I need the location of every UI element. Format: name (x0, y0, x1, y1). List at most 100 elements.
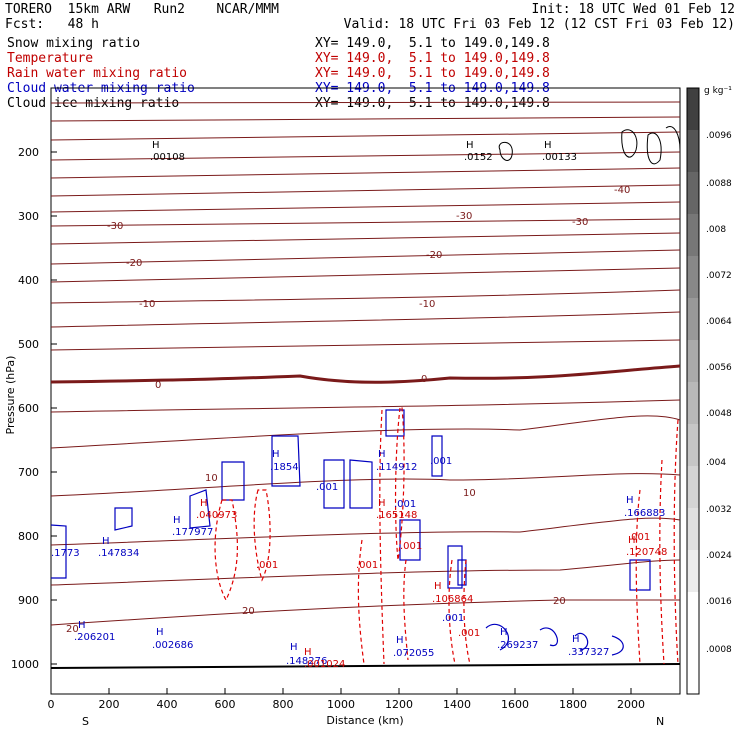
cloud-water-label: .206201 (74, 632, 115, 643)
high-marker: H (102, 536, 110, 547)
field-name-rain: Rain water mixing ratio (7, 66, 188, 81)
colorbar-label: .0064 (706, 317, 732, 327)
rain-water-contour (659, 459, 665, 665)
temperature-label: -30 (572, 217, 588, 228)
isotherm (50, 151, 681, 161)
rain-water-label: .001 (256, 560, 278, 571)
cloud-water-contour (431, 435, 443, 477)
high-marker: H (572, 634, 580, 645)
isotherm (50, 249, 681, 265)
y-tick-label: 800 (18, 530, 39, 543)
isotherm (50, 184, 681, 197)
high-marker: H (628, 535, 636, 546)
field-xy-temperature: XY= 149.0, 5.1 to 149.0,149.8 (315, 51, 550, 66)
rain-water-label: .001 (628, 532, 650, 543)
x-tick-label: 0 (48, 698, 55, 711)
x-tick-label: 600 (215, 698, 236, 711)
y-axis: 200 300 400 500 600 700 800 900 1000 Pre… (4, 146, 57, 671)
high-marker: H (466, 140, 474, 151)
snow-label: .0152 (464, 152, 493, 163)
high-markers: H H H H H H H H H H H H H H H H H H H (78, 140, 636, 658)
field-name-temperature: Temperature (7, 51, 94, 66)
rain-water-contour (463, 559, 471, 665)
snow-contour (646, 132, 662, 165)
x-tick-label: 400 (157, 698, 178, 711)
colorbar-label: .0088 (706, 179, 732, 189)
cloud-water-label: .001 (430, 456, 452, 467)
cloud-water-label: .269237 (497, 640, 538, 651)
isotherm (50, 311, 681, 328)
isotherm (50, 289, 681, 304)
plot-frame (50, 87, 681, 695)
temperature-labels: -40 -30 -30 -30 -20 -20 -10 -10 0 0 10 1… (66, 185, 630, 635)
high-marker: H (290, 642, 298, 653)
cloud-water-contour (221, 461, 245, 501)
high-marker: H (272, 449, 280, 460)
freezing-level-isotherm (50, 364, 681, 384)
high-marker: H (396, 635, 404, 646)
rain-water-label: .165148 (376, 510, 417, 521)
cloud-water-contours (50, 409, 651, 656)
rain-water-label: .001 (400, 541, 422, 552)
y-tick-label: 1000 (11, 658, 39, 671)
colorbar-label: .0008 (706, 645, 732, 655)
cloud-water-label: .072055 (393, 648, 434, 659)
rain-water-label: .001 (458, 628, 480, 639)
cloud-water-contour (399, 519, 421, 561)
high-marker: H (304, 647, 312, 658)
x-tick-label: 1800 (559, 698, 587, 711)
colorbar-label: .0048 (706, 409, 732, 419)
temperature-label: 0 (421, 374, 427, 385)
south-end-label: S (82, 715, 89, 728)
rain-water-labels: .040973 .001 .001 .165148 .001 .106864 .… (196, 510, 667, 670)
isotherm (50, 599, 680, 626)
colorbar-label: .0032 (706, 505, 732, 515)
colorbar: g kg⁻¹ .0096 .0088 .008 .0072 .0064 .005… (686, 86, 732, 695)
cloud-water-label: .001 (442, 613, 464, 624)
snow-contour (621, 129, 638, 158)
snow-labels: .00108 .0152 .00133 (150, 152, 577, 163)
colorbar-label: .0096 (706, 131, 732, 141)
ground-line (50, 663, 681, 669)
high-marker: H (544, 140, 552, 151)
x-tick-label: 1000 (327, 698, 355, 711)
header-title: TORERO 15km ARW Run2 NCAR/MMM (5, 2, 279, 17)
field-name-cloud-ice: Cloud ice mixing ratio (7, 96, 180, 111)
x-tick-label: 200 (99, 698, 120, 711)
cloud-water-contour (323, 459, 345, 509)
temperature-label: 10 (205, 473, 218, 484)
temperature-label: -10 (139, 299, 155, 310)
temperature-label: 20 (242, 606, 255, 617)
temperature-label: 20 (553, 596, 566, 607)
cloud-water-label: .1854 (270, 462, 299, 473)
x-tick-label: 800 (273, 698, 294, 711)
isotherm (50, 339, 681, 351)
field-name-snow: Snow mixing ratio (7, 36, 141, 51)
high-marker: H (156, 627, 164, 638)
snow-contour (665, 126, 681, 151)
y-tick-label: 200 (18, 146, 39, 159)
y-tick-label: 700 (18, 466, 39, 479)
isotherm (50, 473, 681, 497)
x-tick-label: 2000 (617, 698, 645, 711)
isotherm (50, 100, 681, 104)
high-marker: H (434, 581, 442, 592)
isotherm (50, 167, 681, 179)
colorbar-label: .0072 (706, 271, 732, 281)
cloud-water-contour (457, 559, 467, 586)
rain-water-label: .040973 (196, 510, 237, 521)
rain-water-contour (253, 489, 271, 582)
field-xy-cloud-ice: XY= 149.0, 5.1 to 149.0,149.8 (315, 96, 550, 111)
header-init: Init: 18 UTC Wed 01 Feb 12 (531, 2, 736, 17)
rain-water-contour (673, 419, 679, 665)
colorbar-unit: g kg⁻¹ (704, 86, 732, 96)
cloud-water-label: .337327 (568, 647, 609, 658)
snow-contours (498, 126, 681, 165)
high-marker: H (152, 140, 160, 151)
cloud-water-contour (539, 627, 559, 647)
temperature-label: -30 (456, 211, 472, 222)
temperature-label: -40 (614, 185, 630, 196)
temperature-label: -20 (126, 258, 142, 269)
x-tick-label: 1200 (385, 698, 413, 711)
